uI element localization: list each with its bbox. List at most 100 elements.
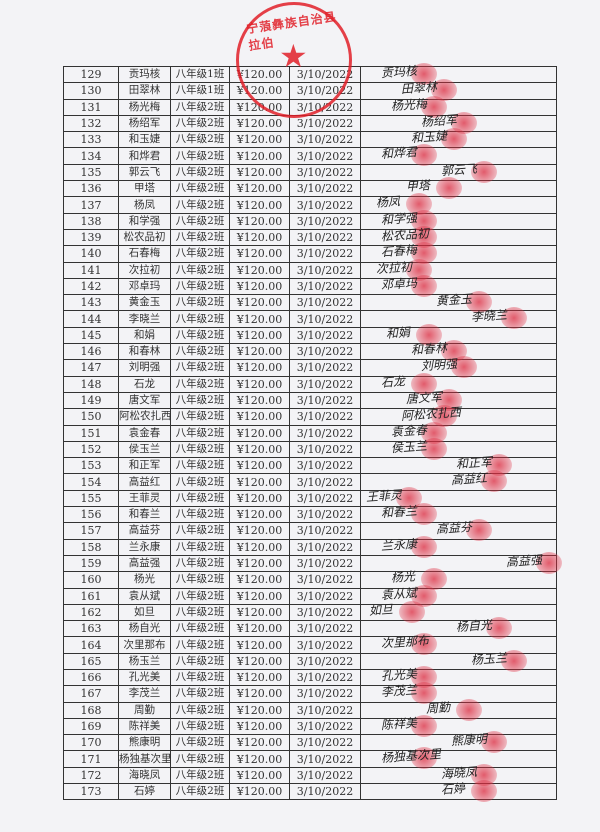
table-row: 172 海晓凤 八年级2班 ¥120.00 3/10/2022 海晓凤 [63,763,557,786]
amount-cell: ¥120.00 [229,668,290,687]
class-name-cell: 八年级2班 [170,457,230,475]
signature-cell: 石龙 [360,372,557,395]
amount-cell: ¥120.00 [229,98,290,116]
table-row: 159 高益强 八年级2班 ¥120.00 3/10/2022 高益强 [63,551,562,574]
handwritten-signature: 石婷 [440,781,466,797]
student-name-cell: 杨光 [118,571,171,589]
signature-cell: 石婷 [360,780,557,803]
amount-cell: ¥120.00 [229,326,290,345]
student-name-cell: 黄金玉 [118,294,171,312]
amount-cell: ¥120.00 [229,489,290,508]
class-name-cell: 八年级2班 [170,228,230,247]
class-name-cell: 八年级2班 [170,538,230,556]
class-name-cell: 八年级2班 [170,131,230,149]
amount-cell: ¥120.00 [229,506,290,524]
class-name-cell: 八年级2班 [170,587,230,605]
signature-cell: 黄金玉 [360,291,557,314]
handwritten-signature: 袁金春 [390,422,428,439]
date-cell: 3/10/2022 [289,114,361,133]
table-row: 139 松农品初 八年级2班 ¥120.00 3/10/2022 松农品初 [63,225,557,248]
date-cell: 3/10/2022 [289,620,361,638]
table-row: 166 孔光美 八年级2班 ¥120.00 3/10/2022 孔光美 [63,665,557,688]
class-name-cell: 八年级2班 [170,620,230,638]
signature-cell: 杨玉兰 [360,649,557,672]
table-row: 164 次里那布 八年级2班 ¥120.00 3/10/2022 次里那布 [63,633,557,656]
table-row: 141 次拉初 八年级2班 ¥120.00 3/10/2022 次拉初 [63,258,557,281]
amount-cell: ¥120.00 [229,603,290,622]
signature-cell: 杨凤 [360,193,557,216]
fingerprint-mark [411,503,437,526]
row-number-cell: 138 [63,212,119,230]
amount-cell: ¥120.00 [229,228,290,247]
row-number-cell: 143 [63,294,119,312]
class-name-cell: 八年级2班 [170,114,230,133]
amount-cell: ¥120.00 [229,522,290,540]
table-row: 135 郭云飞 八年级2班 ¥120.00 3/10/2022 郭云飞 [63,160,557,183]
row-number-cell: 154 [63,473,119,491]
class-name-cell: 八年级2班 [170,359,230,377]
amount-cell: ¥120.00 [229,310,290,328]
date-cell: 3/10/2022 [289,294,361,312]
row-number-cell: 144 [63,310,119,328]
student-name-cell: 甲塔 [118,180,171,198]
amount-cell: ¥120.00 [229,391,290,410]
handwritten-signature: 石龙 [380,373,406,390]
signature-cell: 松农品初 [360,225,557,248]
row-number-cell: 151 [63,424,119,442]
fingerprint-mark [411,144,437,167]
class-name-cell: 八年级2班 [170,734,230,752]
class-name-cell: 八年级2班 [170,685,230,703]
class-name-cell: 八年级2班 [170,245,230,263]
row-number-cell: 162 [63,603,119,622]
table-row: 162 如旦 八年级2班 ¥120.00 3/10/2022 如旦 [63,600,557,623]
amount-cell: ¥120.00 [229,685,290,703]
table-row: 160 杨光 八年级2班 ¥120.00 3/10/2022 杨光 [63,568,557,591]
handwritten-signature: 杨自光 [455,617,493,635]
table-row: 163 杨自光 八年级2班 ¥120.00 3/10/2022 杨自光 [63,617,557,640]
amount-cell: ¥120.00 [229,114,290,133]
fingerprint-mark [421,95,447,118]
table-row: 131 杨光梅 八年级2班 ¥120.00 3/10/2022 杨光梅 [63,95,557,118]
class-name-cell: 八年级2班 [170,766,230,785]
student-name-cell: 和正军 [118,457,171,475]
amount-cell: ¥120.00 [229,571,290,589]
class-name-cell: 八年级2班 [170,391,230,410]
amount-cell: ¥120.00 [229,440,290,459]
handwritten-signature: 次拉初 [375,259,413,276]
fingerprint-mark [481,731,507,754]
date-cell: 3/10/2022 [289,538,361,556]
row-number-cell: 152 [63,440,119,459]
row-number-cell: 150 [63,408,119,426]
handwritten-signature: 杨凤 [375,194,401,211]
student-name-cell: 李茂兰 [118,685,171,703]
table-row: 144 李晓兰 八年级2班 ¥120.00 3/10/2022 李晓兰 [63,307,557,330]
handwritten-signature: 海晓凤 [440,764,478,782]
handwritten-signature: 孔光美 [380,666,418,684]
class-name-cell: 八年级2班 [170,310,230,328]
class-name-cell: 八年级2班 [170,440,230,459]
amount-cell: ¥120.00 [229,620,290,638]
row-number-cell: 157 [63,522,119,540]
row-number-cell: 129 [63,65,119,84]
signature-cell: 杨独基次里 [360,747,557,770]
date-cell: 3/10/2022 [289,375,361,393]
signature-cell: 郭云飞 [360,160,557,183]
student-name-cell: 石龙 [118,375,171,393]
table-body: 129 贡玛核 八年级1班 ¥120.00 3/10/2022 贡玛核 130 田翠林 八年级1… [63,63,562,803]
fingerprint-mark [416,323,442,346]
amount-cell: ¥120.00 [229,636,290,654]
student-name-cell: 和烨君 [118,147,171,165]
table-row: 146 和春林 八年级2班 ¥120.00 3/10/2022 和春林 [63,340,557,363]
date-cell: 3/10/2022 [289,587,361,605]
row-number-cell: 131 [63,98,119,116]
handwritten-signature: 和学强 [380,210,418,227]
fingerprint-mark [411,63,437,85]
date-cell: 3/10/2022 [289,457,361,475]
signature-cell: 如旦 [360,600,557,623]
amount-cell: ¥120.00 [229,212,290,230]
date-cell: 3/10/2022 [289,359,361,377]
signature-cell: 和玉婕 [360,128,557,151]
signature-cell: 刘明强 [360,356,557,379]
fingerprint-mark [471,160,497,183]
table-row: 133 和玉婕 八年级2班 ¥120.00 3/10/2022 和玉婕 [63,128,557,151]
